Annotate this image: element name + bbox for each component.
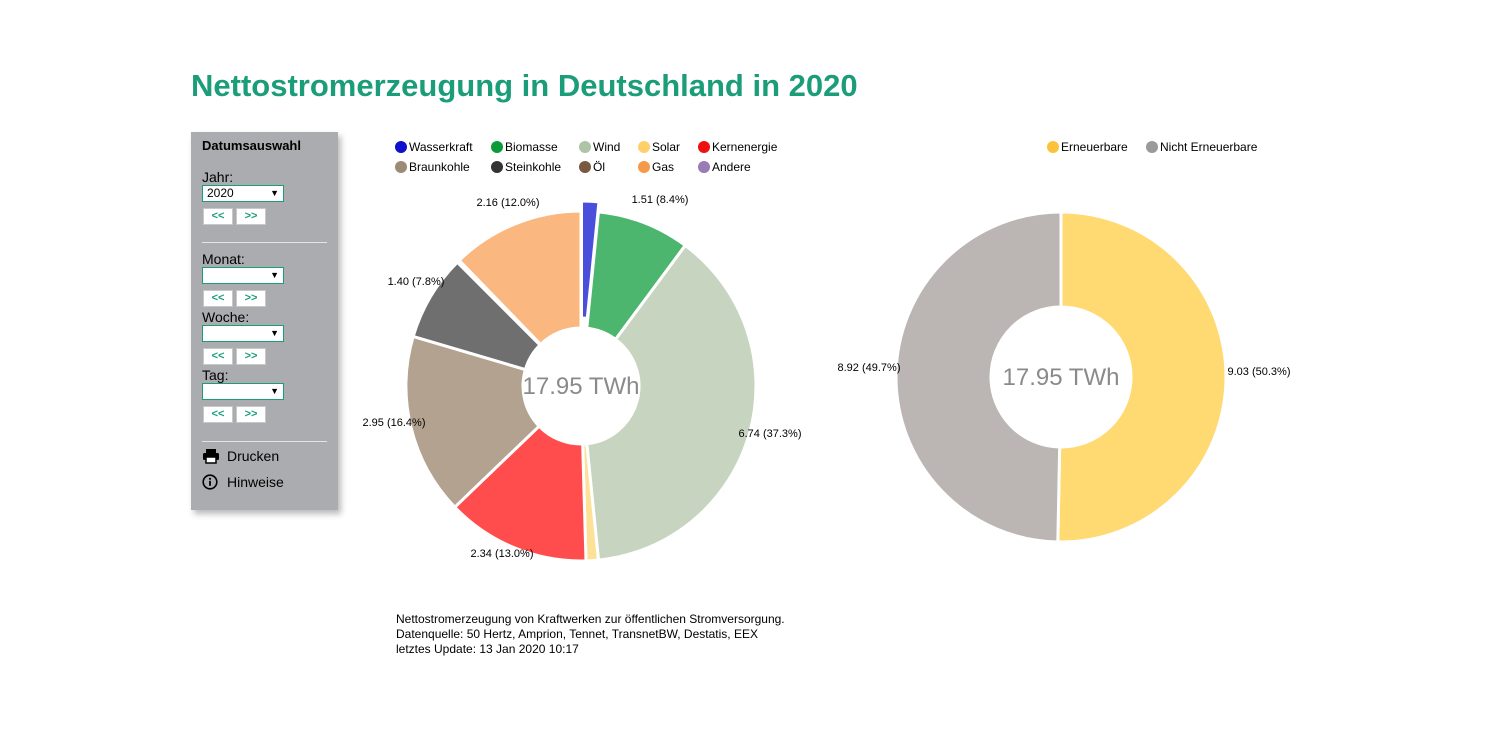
year-label: Jahr: bbox=[202, 169, 234, 185]
chart-footnote: Nettostromerzeugung von Kraftwerken zur … bbox=[396, 612, 785, 657]
legend-dot bbox=[698, 141, 710, 153]
legend-item-erneuerbare[interactable]: Erneuerbare bbox=[1047, 140, 1128, 154]
legend-label: Wasserkraft bbox=[409, 140, 473, 154]
legend-item-gas[interactable]: Gas bbox=[638, 160, 674, 174]
legend-item-kernenergie[interactable]: Kernenergie bbox=[698, 140, 778, 154]
dropdown-arrow-icon: ▼ bbox=[270, 188, 279, 198]
year-next-button[interactable]: >> bbox=[236, 208, 266, 225]
legend-item-solar[interactable]: Solar bbox=[638, 140, 680, 154]
slice-wind[interactable] bbox=[585, 243, 758, 562]
week-prev-button[interactable]: << bbox=[203, 348, 233, 365]
chart-legend-2: Erneuerbare Nicht Erneuerbare bbox=[1047, 140, 1258, 154]
legend-label: Braunkohle bbox=[409, 160, 470, 174]
page-title: Nettostromerzeugung in Deutschland in 20… bbox=[191, 68, 858, 103]
slice-label-nicht-erneuerbare: 8.92 (49.7%) bbox=[838, 362, 901, 374]
month-label: Monat: bbox=[202, 251, 245, 267]
legend-dot bbox=[395, 161, 407, 173]
notes-button[interactable]: Hinweise bbox=[202, 474, 284, 490]
print-label: Drucken bbox=[227, 448, 280, 464]
slice-label-braunkohle: 2.95 (16.4%) bbox=[363, 417, 426, 429]
chart-legend-1: Wasserkraft Biomasse Wind Solar Kernenergie B… bbox=[395, 140, 778, 174]
legend-label: Solar bbox=[652, 140, 680, 154]
legend-item-steinkohle[interactable]: Steinkohle bbox=[491, 160, 561, 174]
footnote-line: letztes Update: 13 Jan 2020 10:17 bbox=[396, 642, 579, 656]
legend-dot bbox=[491, 141, 503, 153]
legend-dot bbox=[579, 161, 591, 173]
legend-item-nicht-erneuerbare[interactable]: Nicht Erneuerbare bbox=[1146, 140, 1258, 154]
dropdown-arrow-icon: ▼ bbox=[270, 386, 279, 396]
info-icon bbox=[202, 474, 220, 490]
week-next-button[interactable]: >> bbox=[236, 348, 266, 365]
slice-erneuerbare[interactable] bbox=[1056, 210, 1228, 544]
month-next-button[interactable]: >> bbox=[236, 290, 266, 307]
legend-item-wasserkraft[interactable]: Wasserkraft bbox=[395, 140, 473, 154]
center-total-label: 17.95 TWh bbox=[1003, 364, 1120, 391]
slice-label-erneuerbare: 9.03 (50.3%) bbox=[1228, 366, 1291, 378]
week-label: Woche: bbox=[202, 309, 250, 325]
slice-label-wind: 6.74 (37.3%) bbox=[739, 428, 802, 440]
divider bbox=[202, 441, 327, 442]
printer-icon bbox=[202, 448, 220, 464]
legend-label: Steinkohle bbox=[505, 160, 561, 174]
week-select[interactable]: ▼ bbox=[202, 325, 284, 342]
center-total-label: 17.95 TWh bbox=[523, 373, 640, 400]
footnote-line: Datenquelle: 50 Hertz, Amprion, Tennet, … bbox=[396, 627, 758, 641]
slice-label-gas: 2.16 (12.0%) bbox=[477, 197, 540, 209]
legend-label: Biomasse bbox=[505, 140, 558, 154]
notes-label: Hinweise bbox=[227, 474, 284, 490]
year-select[interactable]: 2020 ▼ bbox=[202, 185, 284, 202]
day-next-button[interactable]: >> bbox=[236, 406, 266, 423]
day-prev-button[interactable]: << bbox=[203, 406, 233, 423]
legend-label: Andere bbox=[712, 160, 751, 174]
year-select-value: 2020 bbox=[207, 186, 234, 200]
donut-chart-1: 1.51 (8.4%) 6.74 (37.3%) 2.34 (13.0%) 2.95 … bbox=[363, 194, 802, 563]
legend-item-andere[interactable]: Andere bbox=[698, 160, 751, 174]
dropdown-arrow-icon: ▼ bbox=[270, 270, 279, 280]
legend-item-wind[interactable]: Wind bbox=[579, 140, 620, 154]
slice-gas[interactable] bbox=[457, 209, 583, 346]
legend-label: Wind bbox=[593, 140, 620, 154]
legend-label: Gas bbox=[652, 160, 674, 174]
legend-dot bbox=[1047, 141, 1059, 153]
slice-nicht-erneuerbare[interactable] bbox=[894, 210, 1063, 544]
legend-dot bbox=[395, 141, 407, 153]
legend-dot bbox=[638, 141, 650, 153]
slice-label-biomasse: 1.51 (8.4%) bbox=[632, 194, 689, 206]
slice-label-kernenergie: 2.34 (13.0%) bbox=[471, 548, 534, 560]
date-selection-heading: Datumsauswahl bbox=[202, 138, 301, 153]
legend-dot bbox=[698, 161, 710, 173]
slice-kernenergie[interactable] bbox=[453, 424, 588, 563]
legend-dot bbox=[579, 141, 591, 153]
legend-dot bbox=[638, 161, 650, 173]
legend-item-biomasse[interactable]: Biomasse bbox=[491, 140, 558, 154]
divider bbox=[202, 242, 327, 243]
day-label: Tag: bbox=[202, 367, 229, 383]
legend-dot bbox=[491, 161, 503, 173]
slice-label-steinkohle: 1.40 (7.8%) bbox=[388, 276, 445, 288]
legend-label: Kernenergie bbox=[712, 140, 778, 154]
donut-chart-2: 9.03 (50.3%) 8.92 (49.7%) 17.95 TWh bbox=[838, 210, 1291, 544]
day-select[interactable]: ▼ bbox=[202, 383, 284, 400]
footnote-line: Nettostromerzeugung von Kraftwerken zur … bbox=[396, 612, 785, 626]
year-prev-button[interactable]: << bbox=[203, 208, 233, 225]
slice-braunkohle[interactable] bbox=[404, 334, 541, 509]
legend-label: Erneuerbare bbox=[1061, 140, 1128, 154]
date-selection-panel: Datumsauswahl Jahr: 2020 ▼ << >> Monat: … bbox=[191, 132, 338, 510]
print-button[interactable]: Drucken bbox=[202, 448, 279, 464]
legend-item-oel[interactable]: Öl bbox=[579, 160, 605, 174]
legend-dot bbox=[1146, 141, 1158, 153]
legend-item-braunkohle[interactable]: Braunkohle bbox=[395, 160, 470, 174]
month-prev-button[interactable]: << bbox=[203, 290, 233, 307]
month-select[interactable]: ▼ bbox=[202, 267, 284, 284]
legend-label: Nicht Erneuerbare bbox=[1160, 140, 1258, 154]
legend-label: Öl bbox=[593, 160, 605, 174]
dropdown-arrow-icon: ▼ bbox=[270, 328, 279, 338]
